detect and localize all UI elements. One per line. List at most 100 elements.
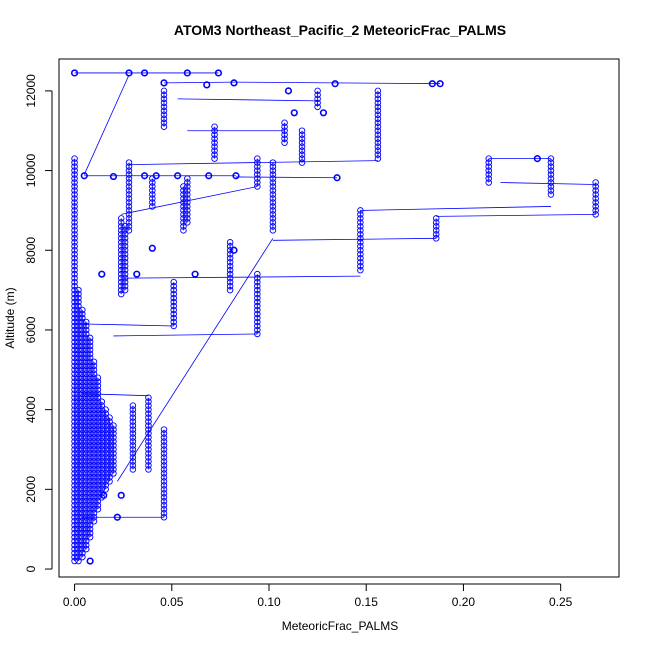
data-point xyxy=(79,350,86,358)
data-point xyxy=(86,474,94,481)
data-point xyxy=(269,219,277,226)
data-point xyxy=(254,298,261,306)
data-point xyxy=(592,203,599,210)
data-point xyxy=(533,155,541,163)
data-point xyxy=(117,266,125,274)
data-point xyxy=(102,422,109,429)
data-point xyxy=(71,474,78,481)
data-point xyxy=(71,446,78,453)
data-point xyxy=(71,438,78,445)
data-point xyxy=(71,517,78,525)
data-point xyxy=(94,394,102,401)
data-point xyxy=(94,418,102,425)
data-point xyxy=(211,135,218,142)
data-point xyxy=(110,434,117,441)
data-point xyxy=(160,442,168,449)
data-point xyxy=(357,250,364,258)
data-point xyxy=(75,346,82,354)
data-point xyxy=(485,167,492,174)
data-point xyxy=(86,454,94,461)
data-point xyxy=(71,155,78,162)
data-point xyxy=(129,430,137,437)
data-point xyxy=(86,494,94,501)
data-point xyxy=(71,187,78,194)
data-point xyxy=(79,478,86,485)
data-point xyxy=(71,478,78,485)
data-point xyxy=(75,541,82,549)
connection-line xyxy=(163,81,235,84)
data-point xyxy=(75,498,82,505)
data-point xyxy=(86,398,94,405)
data-point xyxy=(75,474,82,481)
data-point xyxy=(86,525,94,533)
data-point xyxy=(71,406,78,413)
data-point xyxy=(160,509,168,517)
data-point xyxy=(71,211,78,218)
data-point xyxy=(592,195,599,202)
chart-title: ATOM3 Northeast_Pacific_2 MeteoricFrac_P… xyxy=(174,22,506,38)
data-point xyxy=(82,346,90,354)
data-point xyxy=(145,438,152,445)
data-point xyxy=(102,426,109,433)
data-point xyxy=(160,466,168,473)
data-point xyxy=(90,426,98,433)
data-point xyxy=(485,159,492,166)
data-point xyxy=(71,537,78,545)
data-point xyxy=(281,139,288,146)
data-point xyxy=(75,414,82,421)
data-point xyxy=(71,450,78,457)
data-point xyxy=(374,139,382,146)
data-point xyxy=(254,159,261,166)
data-point xyxy=(432,227,440,234)
data-point xyxy=(82,358,90,366)
connection-line xyxy=(272,237,437,241)
data-point xyxy=(90,513,98,521)
data-point xyxy=(86,442,94,449)
data-point xyxy=(110,450,117,457)
data-point xyxy=(184,199,191,206)
data-point xyxy=(145,434,152,441)
data-point xyxy=(160,91,168,99)
data-point xyxy=(71,199,78,206)
data-point xyxy=(160,430,168,437)
data-point xyxy=(71,270,78,278)
data-point xyxy=(129,438,137,445)
data-point xyxy=(180,223,187,230)
data-point xyxy=(140,172,149,180)
data-point xyxy=(226,254,234,262)
data-point xyxy=(71,521,78,529)
data-point xyxy=(79,334,86,342)
connection-line xyxy=(83,74,130,175)
data-point xyxy=(106,422,113,429)
data-point xyxy=(226,266,234,274)
data-point xyxy=(71,533,78,541)
data-point xyxy=(145,406,152,413)
data-point xyxy=(71,374,78,382)
data-point xyxy=(71,302,78,310)
data-point xyxy=(82,326,90,334)
data-point xyxy=(75,354,82,362)
data-point xyxy=(121,227,129,234)
data-point xyxy=(129,454,137,461)
data-point xyxy=(79,314,86,322)
data-point xyxy=(86,458,94,465)
data-point xyxy=(170,278,177,286)
data-point xyxy=(71,402,78,409)
data-point xyxy=(110,442,117,449)
data-point xyxy=(374,115,382,123)
data-point xyxy=(82,426,90,433)
data-point xyxy=(110,426,117,433)
data-point xyxy=(117,223,125,230)
data-point xyxy=(110,454,117,461)
data-point xyxy=(90,422,98,429)
x-axis: 0.00 0.05 0.10 0.15 0.20 0.25 xyxy=(63,583,573,609)
data-point xyxy=(149,203,156,210)
data-point xyxy=(374,143,382,150)
data-point xyxy=(82,402,90,409)
data-point xyxy=(71,426,78,433)
data-point xyxy=(71,286,78,294)
data-point xyxy=(125,159,133,166)
data-point xyxy=(121,286,129,294)
data-point xyxy=(86,366,94,374)
data-point xyxy=(125,171,133,178)
